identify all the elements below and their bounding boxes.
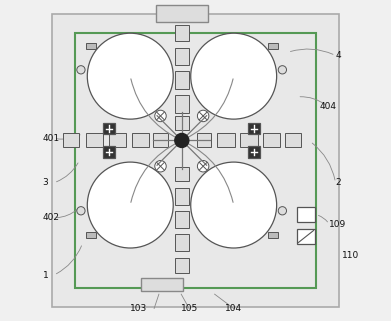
Bar xyxy=(86,232,96,239)
Text: 402: 402 xyxy=(43,213,60,222)
Circle shape xyxy=(191,162,277,248)
Bar xyxy=(297,229,315,244)
Text: 3: 3 xyxy=(43,178,48,187)
Bar xyxy=(175,95,189,113)
Circle shape xyxy=(278,66,287,74)
Bar xyxy=(142,278,183,291)
Bar xyxy=(175,48,189,65)
Bar xyxy=(175,116,189,130)
Text: 104: 104 xyxy=(225,304,242,313)
Bar xyxy=(175,211,189,228)
Text: 103: 103 xyxy=(129,304,147,313)
Bar xyxy=(285,134,301,147)
Bar xyxy=(86,43,96,49)
Circle shape xyxy=(175,134,189,147)
Text: 110: 110 xyxy=(342,251,359,260)
Bar xyxy=(86,134,103,147)
Circle shape xyxy=(77,66,85,74)
Bar xyxy=(175,257,189,273)
Circle shape xyxy=(278,207,287,215)
Bar xyxy=(103,123,115,134)
Bar xyxy=(268,43,278,49)
Text: 4: 4 xyxy=(335,51,341,60)
Circle shape xyxy=(155,160,166,172)
Bar xyxy=(297,207,315,222)
Bar xyxy=(175,167,189,181)
Bar xyxy=(103,146,115,158)
Bar xyxy=(248,123,260,134)
Bar xyxy=(156,4,208,22)
Circle shape xyxy=(77,207,85,215)
Bar xyxy=(263,134,280,147)
Circle shape xyxy=(197,110,209,122)
Bar xyxy=(240,134,258,147)
Text: 404: 404 xyxy=(319,102,337,111)
Circle shape xyxy=(197,160,209,172)
Text: 401: 401 xyxy=(43,134,60,143)
Bar xyxy=(175,25,189,41)
Bar xyxy=(175,234,189,251)
Bar xyxy=(75,33,316,288)
Bar xyxy=(175,187,189,205)
Bar xyxy=(154,134,168,147)
Bar xyxy=(197,134,212,147)
Bar xyxy=(217,134,235,147)
Circle shape xyxy=(155,110,166,122)
Circle shape xyxy=(87,162,173,248)
Bar xyxy=(268,232,278,239)
Bar xyxy=(63,134,79,147)
Circle shape xyxy=(191,33,277,119)
Circle shape xyxy=(87,33,173,119)
Text: 1: 1 xyxy=(43,271,48,280)
Text: 109: 109 xyxy=(329,220,346,229)
Bar xyxy=(248,146,260,158)
Text: 2: 2 xyxy=(335,178,341,187)
Bar xyxy=(109,134,126,147)
Bar xyxy=(175,71,189,89)
Bar xyxy=(132,134,149,147)
Text: 105: 105 xyxy=(181,304,198,313)
